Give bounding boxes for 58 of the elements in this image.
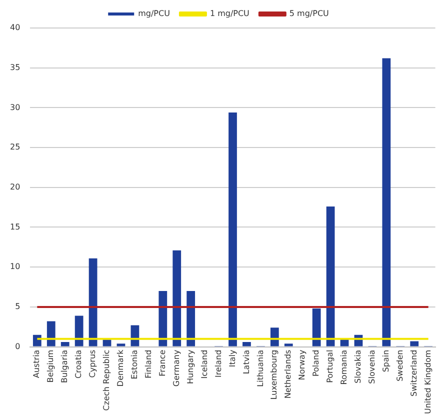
y-tick-label: 25 xyxy=(10,142,20,152)
bar xyxy=(46,321,56,346)
x-tick-label: Portugal xyxy=(326,350,335,383)
x-tick-label: Ireland xyxy=(214,350,223,378)
x-tick-label: Cyprus xyxy=(88,350,98,378)
x-tick-label: Czech Republic xyxy=(102,350,112,411)
legend-label: 5 mg/PCU xyxy=(289,9,330,18)
x-tick-label: Finland xyxy=(144,350,154,378)
x-tick-label: Sweden xyxy=(395,350,404,382)
bar xyxy=(116,344,126,346)
bar xyxy=(172,250,182,346)
x-tick-label: Iceland xyxy=(200,350,209,379)
x-tick-label: Slovenia xyxy=(368,350,377,384)
y-tick-label: 15 xyxy=(10,222,20,232)
x-tick-label: Belgium xyxy=(46,350,56,383)
x-tick-label: Norway xyxy=(298,350,307,380)
x-tick-label: Estonia xyxy=(130,350,140,380)
y-tick-label: 35 xyxy=(10,62,20,72)
x-tick-label: Lithuania xyxy=(256,350,265,387)
x-tick-label: Poland xyxy=(312,350,321,377)
x-tick-label: Spain xyxy=(382,350,390,372)
y-tick-label: 30 xyxy=(10,102,20,112)
x-tick-label: United Kingdom xyxy=(423,350,432,414)
x-tick-label: France xyxy=(158,350,167,376)
bar xyxy=(228,112,237,346)
x-tick-label: Romania xyxy=(340,350,349,385)
x-tick-label: Hungary xyxy=(186,350,195,384)
bar xyxy=(158,291,168,346)
x-tick-label: Netherlands xyxy=(284,350,293,399)
bar xyxy=(410,341,419,346)
bar xyxy=(74,316,84,346)
bar xyxy=(88,258,98,346)
x-tick-label: Germany xyxy=(172,350,181,387)
x-tick-label: Switzerland xyxy=(409,350,418,396)
x-tick-label: Italy xyxy=(228,350,237,368)
bar xyxy=(186,291,196,346)
bar xyxy=(242,342,251,346)
y-tick-label: 5 xyxy=(15,302,20,312)
y-tick-label: 40 xyxy=(10,23,20,32)
x-tick-label: Denmark xyxy=(116,349,126,387)
bar xyxy=(312,308,321,346)
bar xyxy=(102,340,112,346)
x-tick-label: Bulgaria xyxy=(60,350,70,383)
bar xyxy=(382,58,391,346)
y-tick-label: 0 xyxy=(15,342,20,351)
x-tick-label: Croatia xyxy=(74,350,84,379)
bar xyxy=(326,206,335,346)
bar xyxy=(284,344,293,346)
y-tick-label: 10 xyxy=(10,262,20,272)
x-tick-label: Latvia xyxy=(242,350,251,374)
y-tick-label: 20 xyxy=(10,182,20,192)
legend-label: 1 mg/PCU xyxy=(210,9,250,18)
x-tick-label: Austria xyxy=(32,350,42,378)
bar xyxy=(32,334,42,346)
legend-label: mg/PCU xyxy=(138,9,170,18)
bar xyxy=(60,342,70,346)
x-tick-label: Luxembourg xyxy=(270,350,279,400)
x-tick-label: Slovakia xyxy=(354,350,363,384)
